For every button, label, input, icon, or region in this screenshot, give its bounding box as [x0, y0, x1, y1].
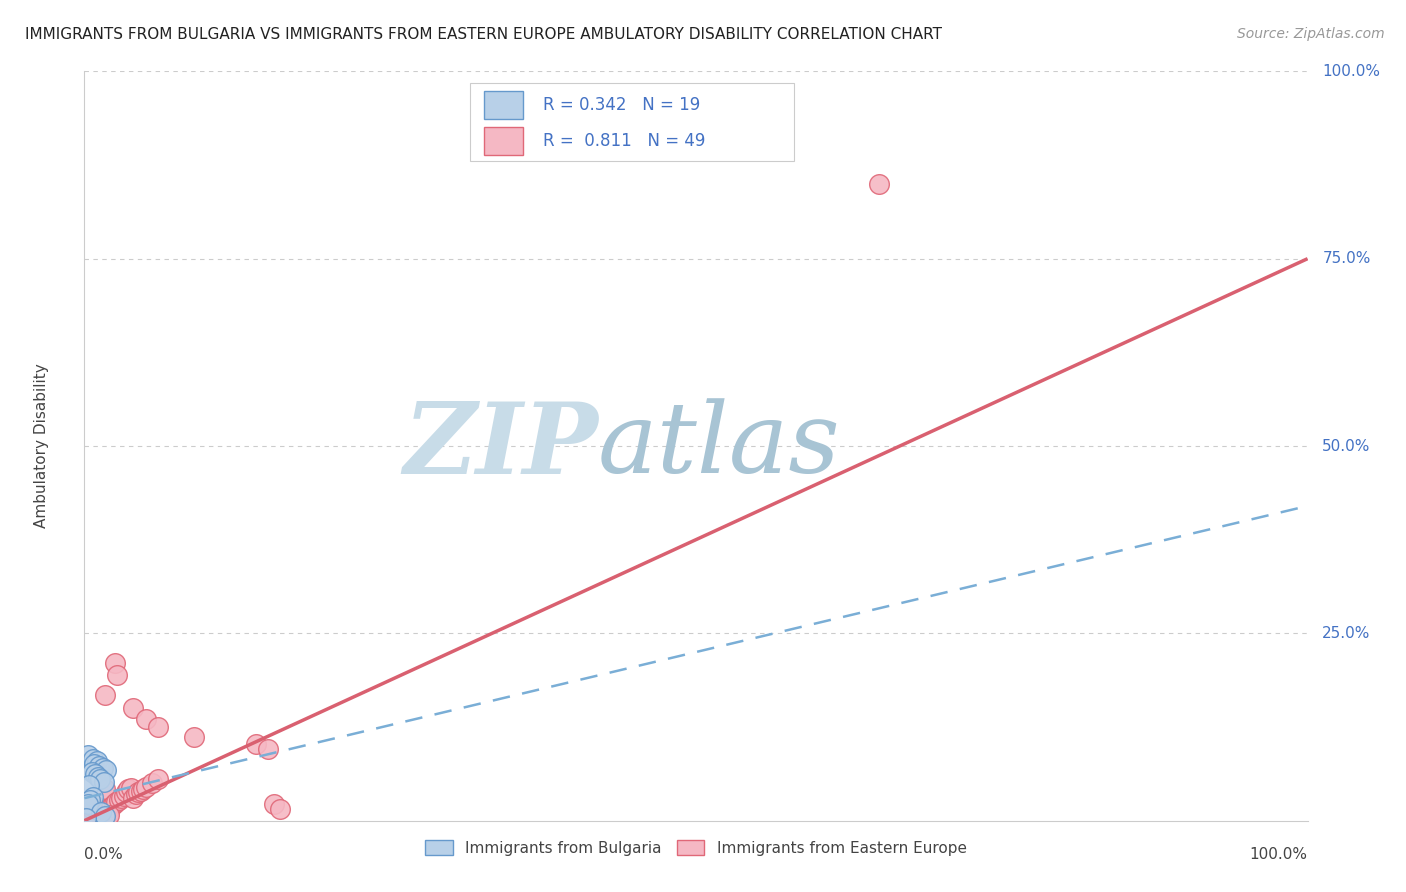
Text: 100.0%: 100.0% [1250, 847, 1308, 862]
Point [80, 764, 103, 779]
Point [97, 807, 120, 822]
Point [89, 772, 111, 787]
Point [82, 800, 104, 814]
Point [146, 772, 169, 787]
Point [97, 805, 120, 819]
Point [100, 800, 122, 814]
Point [89, 789, 111, 804]
Point [86, 754, 108, 768]
Point [93, 774, 115, 789]
Point [94, 809, 117, 823]
Point [87, 770, 110, 784]
Point [120, 780, 142, 795]
Point [125, 788, 148, 802]
Point [122, 791, 145, 805]
Point [103, 797, 125, 812]
Point [105, 667, 128, 681]
Point [76, 810, 98, 824]
Point [135, 780, 157, 794]
Text: 50.0%: 50.0% [1322, 439, 1371, 453]
Point [77, 778, 100, 792]
Text: 25.0%: 25.0% [1322, 626, 1371, 640]
Point [122, 701, 145, 715]
Bar [484, 91, 523, 120]
Point [90, 788, 112, 802]
Legend: Immigrants from Bulgaria, Immigrants from Eastern Europe: Immigrants from Bulgaria, Immigrants fro… [419, 834, 973, 862]
Point [90, 805, 112, 819]
Point [117, 782, 139, 797]
Point [869, 177, 891, 191]
Point [77, 806, 100, 821]
Text: IMMIGRANTS FROM BULGARIA VS IMMIGRANTS FROM EASTERN EUROPE AMBULATORY DISABILITY: IMMIGRANTS FROM BULGARIA VS IMMIGRANTS F… [25, 27, 942, 42]
Point [96, 803, 118, 817]
Text: Source: ZipAtlas.com: Source: ZipAtlas.com [1237, 27, 1385, 41]
Point [110, 791, 132, 805]
Point [84, 767, 107, 781]
Text: R =  0.811   N = 49: R = 0.811 N = 49 [543, 132, 706, 150]
Point [94, 688, 117, 702]
Point [87, 759, 110, 773]
Point [79, 805, 101, 819]
Point [83, 756, 105, 771]
Point [87, 792, 110, 806]
Point [97, 806, 120, 821]
Point [82, 789, 104, 804]
Text: atlas: atlas [598, 399, 841, 493]
Text: 100.0%: 100.0% [1322, 64, 1381, 78]
Point [84, 797, 107, 812]
Text: R = 0.342   N = 19: R = 0.342 N = 19 [543, 96, 700, 114]
Point [94, 782, 117, 797]
Point [86, 795, 108, 809]
Point [115, 785, 138, 799]
Point [135, 713, 157, 727]
Point [91, 761, 114, 775]
Point [245, 737, 267, 751]
Text: 75.0%: 75.0% [1322, 252, 1371, 266]
Point [96, 763, 118, 777]
Point [141, 776, 163, 790]
Point [257, 742, 280, 756]
Text: ZIP: ZIP [404, 398, 598, 494]
Point [80, 802, 103, 816]
Point [129, 783, 152, 797]
Point [79, 792, 101, 806]
Text: Ambulatory Disability: Ambulatory Disability [34, 364, 49, 528]
Point [132, 782, 155, 797]
Point [183, 730, 205, 744]
Point [83, 798, 105, 813]
Bar [484, 127, 523, 155]
Point [107, 792, 129, 806]
Point [82, 752, 104, 766]
Point [112, 789, 135, 803]
Point [77, 747, 100, 762]
Point [263, 797, 285, 812]
Point [87, 791, 110, 805]
Point [146, 720, 169, 734]
Point [269, 802, 291, 816]
Point [93, 783, 115, 797]
Text: 0.0%: 0.0% [84, 847, 124, 862]
Point [77, 797, 100, 812]
Point [75, 811, 97, 825]
FancyBboxPatch shape [470, 83, 794, 161]
Point [91, 785, 114, 799]
Point [127, 785, 149, 799]
Point [104, 657, 127, 671]
Point [105, 795, 128, 809]
Point [77, 807, 100, 822]
